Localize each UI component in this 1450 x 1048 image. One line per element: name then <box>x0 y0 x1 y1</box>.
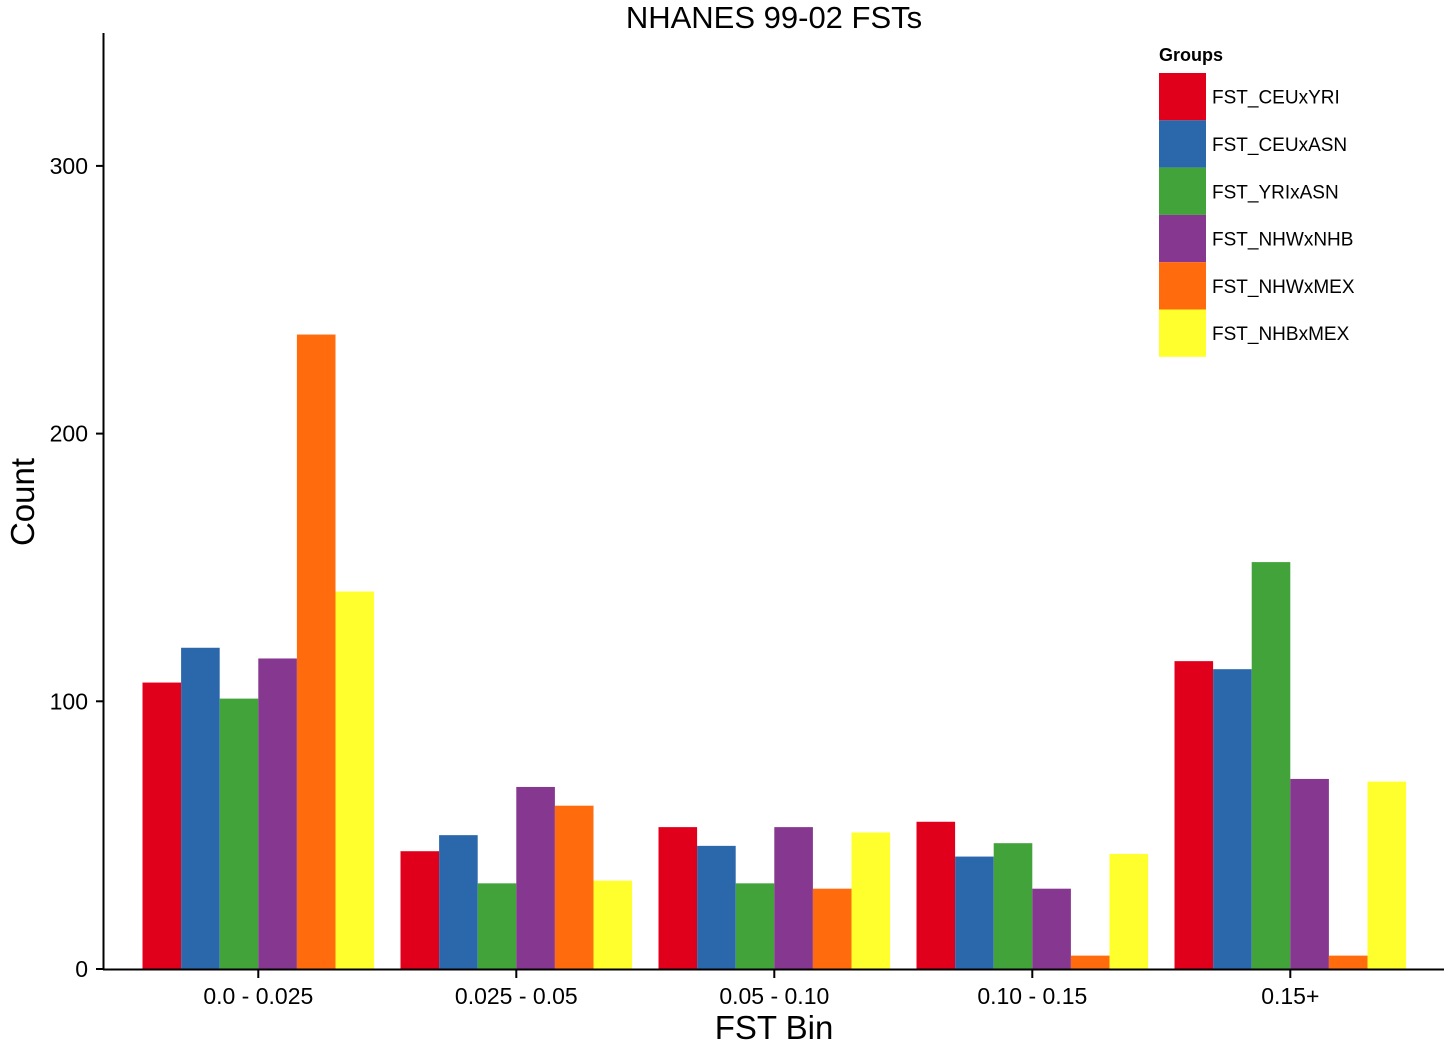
legend-label: FST_NHWxMEX <box>1212 277 1355 298</box>
bar-FST_CEUxASN-3 <box>955 856 994 969</box>
bar-FST_CEUxYRI-3 <box>916 821 956 969</box>
bar-FST_NHBxMEX-0 <box>335 591 375 969</box>
x-axis-title: FST Bin <box>715 1009 834 1046</box>
bar-FST_NHWxMEX-2 <box>812 888 852 969</box>
bar-FST_NHWxMEX-0 <box>296 334 336 969</box>
x-tick-label: 0.15+ <box>1261 983 1319 1009</box>
legend-key-FST_CEUxASN <box>1159 120 1206 168</box>
bar-FST_NHWxMEX-4 <box>1328 955 1368 969</box>
y-tick-label: 200 <box>50 421 88 447</box>
bar-FST_CEUxASN-2 <box>697 845 736 969</box>
bar-FST_CEUxYRI-4 <box>1174 661 1214 969</box>
bar-FST_NHWxMEX-3 <box>1070 955 1110 969</box>
bar-FST_YRIxASN-2 <box>735 883 775 969</box>
legend-label: FST_CEUxASN <box>1212 135 1347 156</box>
bar-FST_CEUxASN-1 <box>439 835 478 969</box>
bar-FST_CEUxYRI-1 <box>400 851 440 969</box>
x-axis-ticks: 0.0 - 0.025 0.025 - 0.05 0.05 - 0.10 0.10 -… <box>203 970 1319 1009</box>
bars-group <box>142 334 1407 969</box>
bar-FST_CEUxYRI-2 <box>658 827 698 969</box>
y-tick-label: 0 <box>75 956 88 982</box>
legend-key-FST_NHWxNHB <box>1159 214 1206 263</box>
bar-FST_NHBxMEX-3 <box>1109 853 1149 969</box>
bar-FST_CEUxASN-4 <box>1213 669 1252 969</box>
bar-FST_NHWxNHB-3 <box>1032 888 1071 969</box>
bar-FST_YRIxASN-1 <box>477 883 517 969</box>
y-tick-label: 300 <box>50 153 88 179</box>
x-tick-label: 0.10 - 0.15 <box>977 983 1087 1009</box>
bar-FST_NHWxNHB-0 <box>258 658 297 969</box>
y-tick-label: 100 <box>50 688 88 714</box>
bar-FST_NHBxMEX-1 <box>593 880 633 969</box>
x-tick-label: 0.05 - 0.10 <box>719 983 829 1009</box>
bar-FST_NHBxMEX-4 <box>1367 781 1407 969</box>
legend-key-FST_NHBxMEX <box>1159 309 1206 357</box>
bar-FST_NHWxNHB-2 <box>774 827 813 969</box>
y-axis-title: Count <box>4 458 41 546</box>
bar-FST_NHWxMEX-1 <box>554 805 594 969</box>
bar-FST_CEUxASN-0 <box>181 647 220 969</box>
legend-label: FST_NHBxMEX <box>1212 324 1350 345</box>
y-axis-ticks: 0 100 200 300 <box>50 153 104 982</box>
bar-FST_YRIxASN-0 <box>219 698 259 969</box>
bar-FST_CEUxYRI-0 <box>142 682 182 969</box>
legend-key-FST_CEUxYRI <box>1159 73 1206 121</box>
legend-label: FST_CEUxYRI <box>1212 88 1340 109</box>
x-tick-label: 0.025 - 0.05 <box>455 983 578 1009</box>
legend-title: Groups <box>1159 45 1223 65</box>
legend-key-FST_NHWxMEX <box>1159 262 1206 310</box>
chart-title: NHANES 99-02 FSTs <box>626 0 922 35</box>
bar-FST_YRIxASN-4 <box>1251 562 1291 969</box>
legend-label: FST_NHWxNHB <box>1212 230 1353 251</box>
legend: Groups FST_CEUxYRI FST_CEUxASN FST_YRIxASN… <box>1159 45 1355 357</box>
bar-FST_YRIxASN-3 <box>993 843 1033 969</box>
legend-label: FST_YRIxASN <box>1212 182 1339 203</box>
legend-key-FST_YRIxASN <box>1159 167 1206 215</box>
bar-FST_NHBxMEX-2 <box>851 832 891 969</box>
x-tick-label: 0.0 - 0.025 <box>203 983 313 1009</box>
bar-FST_NHWxNHB-1 <box>516 786 555 969</box>
bar-FST_NHWxNHB-4 <box>1290 778 1329 969</box>
